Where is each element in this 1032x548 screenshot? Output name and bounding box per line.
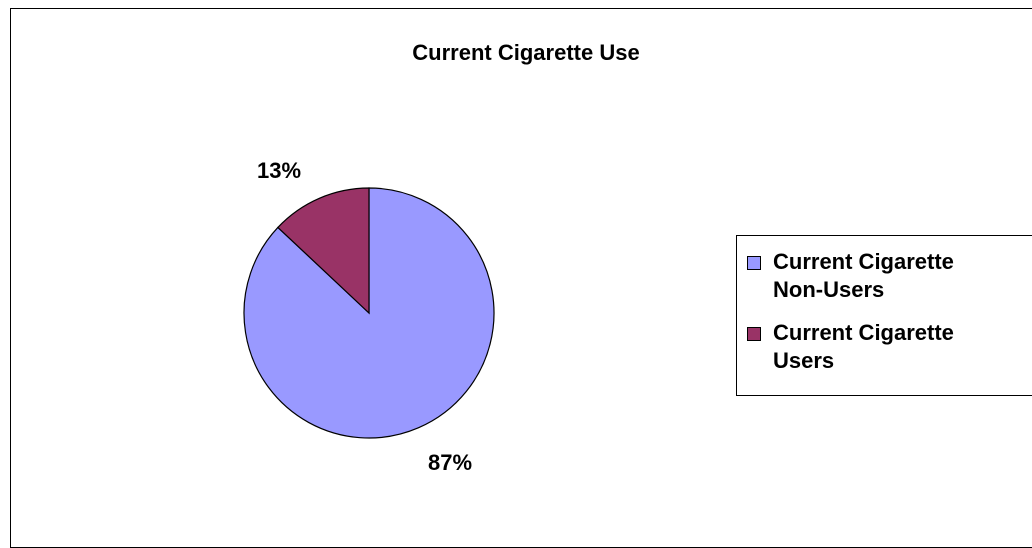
legend-label-non-users-line2: Non-Users bbox=[773, 277, 885, 302]
pie-slice-users bbox=[277, 187, 370, 315]
legend-swatch-non-users bbox=[747, 256, 761, 270]
legend: Current Cigarette Non-Users Current Ciga… bbox=[736, 235, 1032, 396]
chart-title: Current Cigarette Use bbox=[412, 40, 640, 65]
pie-label-users: 13% bbox=[257, 158, 301, 183]
pie-slice-non-users bbox=[243, 187, 495, 439]
legend-label-non-users-line1: Current Cigarette bbox=[773, 249, 954, 274]
legend-label-users: Current Cigarette Users bbox=[773, 319, 1032, 375]
pie-label-non-users: 87% bbox=[428, 450, 472, 475]
legend-swatch-users bbox=[747, 327, 761, 341]
legend-label-users-line2: Users bbox=[773, 348, 835, 373]
legend-label-non-users: Current Cigarette Non-Users bbox=[773, 248, 1032, 304]
legend-label-users-line1: Current Cigarette bbox=[773, 320, 954, 345]
